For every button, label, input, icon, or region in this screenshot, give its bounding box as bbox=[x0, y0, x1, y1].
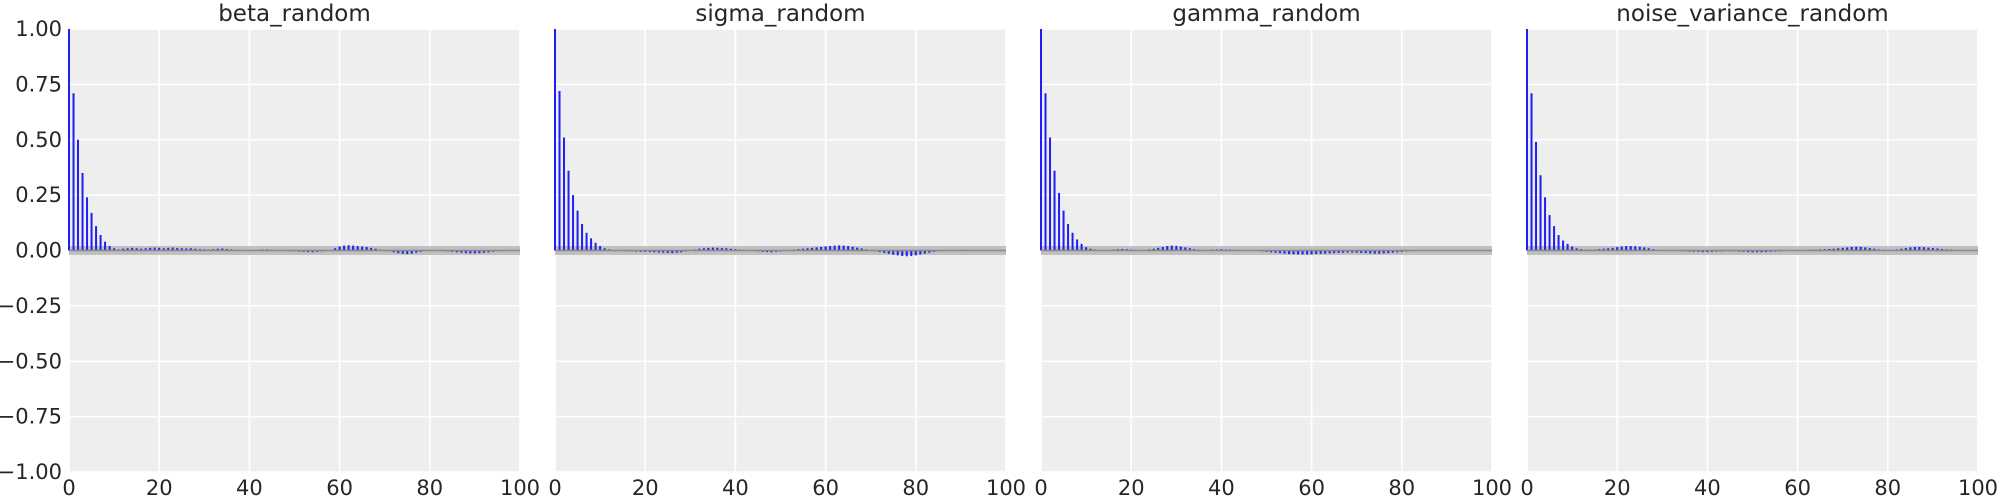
x-tick-label: 100 bbox=[1958, 476, 1998, 500]
x-tick-label: 80 bbox=[416, 476, 443, 500]
x-tick-label: 0 bbox=[548, 476, 561, 500]
x-tick-label: 40 bbox=[722, 476, 749, 500]
x-tick-label: 100 bbox=[1472, 476, 1512, 500]
subplot-title: sigma_random bbox=[695, 1, 865, 27]
y-tick-label: 1.00 bbox=[15, 17, 62, 41]
x-tick-label: 100 bbox=[500, 476, 540, 500]
y-tick-label: −0.75 bbox=[0, 405, 62, 429]
y-tick-label: 0.00 bbox=[15, 239, 62, 263]
x-tick-label: 0 bbox=[1034, 476, 1047, 500]
x-tick-label: 60 bbox=[326, 476, 353, 500]
x-tick-label: 80 bbox=[1874, 476, 1901, 500]
subplot-title: gamma_random bbox=[1172, 1, 1360, 27]
x-tick-label: 80 bbox=[902, 476, 929, 500]
y-tick-label: −1.00 bbox=[0, 460, 62, 484]
x-tick-label: 20 bbox=[632, 476, 659, 500]
subplot-title: beta_random bbox=[218, 1, 371, 27]
x-tick-label: 60 bbox=[1784, 476, 1811, 500]
x-tick-label: 60 bbox=[812, 476, 839, 500]
subplot-title: noise_variance_random bbox=[1616, 1, 1888, 27]
x-tick-label: 80 bbox=[1388, 476, 1415, 500]
x-tick-label: 20 bbox=[146, 476, 173, 500]
x-tick-label: 60 bbox=[1298, 476, 1325, 500]
x-tick-label: 40 bbox=[1694, 476, 1721, 500]
y-tick-label: −0.50 bbox=[0, 349, 62, 373]
x-tick-label: 0 bbox=[62, 476, 75, 500]
y-tick-label: −0.25 bbox=[0, 294, 62, 318]
acf-panel: 0 20 40 60 80 100 noise_variance_random bbox=[1520, 1, 1998, 500]
x-tick-label: 0 bbox=[1520, 476, 1533, 500]
y-tick-label: 0.50 bbox=[15, 128, 62, 152]
acf-panel: 0 20 40 60 80 100 −1.00 −0.75 −0.50 −0.25 0.00 0.25… bbox=[0, 1, 540, 500]
x-tick-label: 40 bbox=[1208, 476, 1235, 500]
x-tick-label: 20 bbox=[1604, 476, 1631, 500]
acf-panel: 0 20 40 60 80 100 sigma_random bbox=[548, 1, 1026, 500]
acf-panel: 0 20 40 60 80 100 gamma_random bbox=[1034, 1, 1512, 500]
x-tick-label: 20 bbox=[1118, 476, 1145, 500]
x-tick-label: 40 bbox=[236, 476, 263, 500]
y-tick-label: 0.75 bbox=[15, 72, 62, 96]
y-tick-label: 0.25 bbox=[15, 183, 62, 207]
x-tick-label: 100 bbox=[986, 476, 1026, 500]
